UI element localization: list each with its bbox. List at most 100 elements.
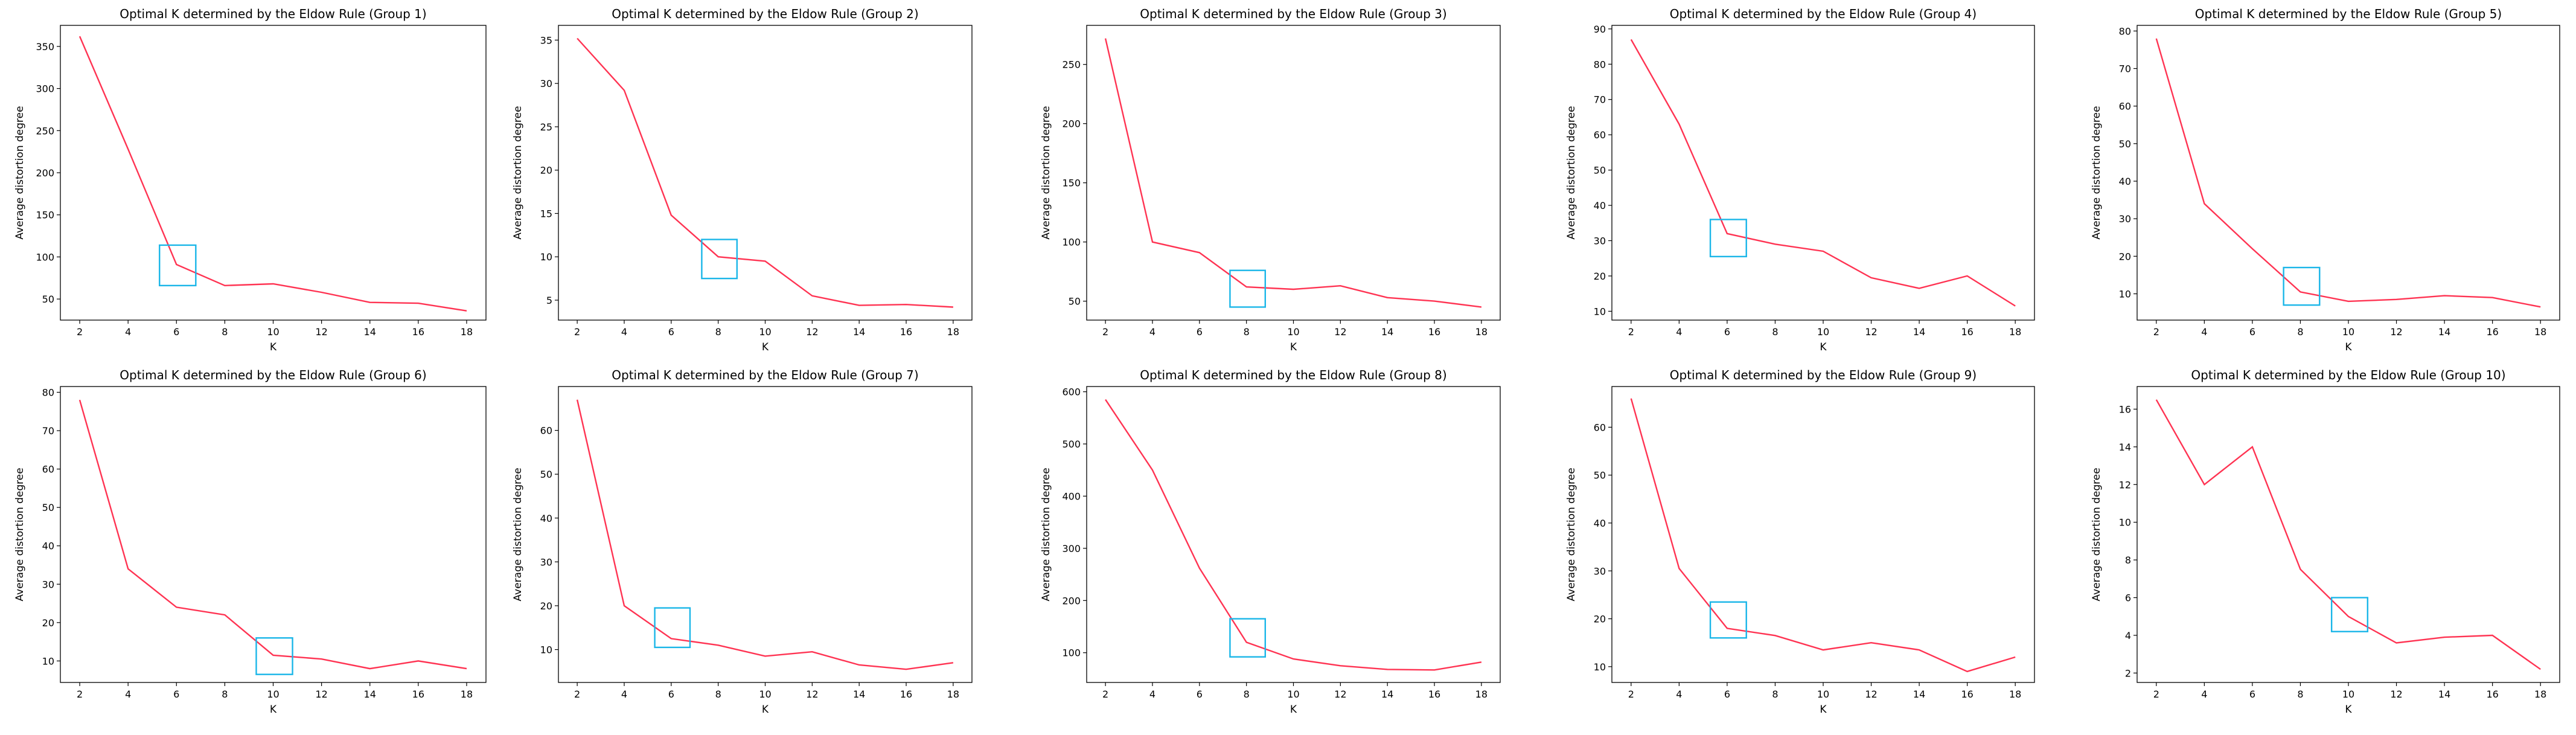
y-tick-label: 10 (540, 251, 552, 263)
x-axis-label: K (2345, 704, 2352, 716)
y-tick-label: 20 (42, 617, 54, 629)
chart-title: Optimal K determined by the Eldow Rule (… (120, 7, 426, 21)
y-tick-label: 60 (1594, 422, 1606, 433)
x-tick-label: 12 (2390, 326, 2402, 338)
y-tick-label: 14 (2119, 441, 2131, 453)
x-tick-label: 6 (668, 688, 674, 700)
x-tick-label: 14 (1913, 688, 1925, 700)
x-tick-label: 10 (1817, 326, 1829, 338)
x-tick-label: 8 (715, 326, 721, 338)
x-tick-label: 6 (1197, 688, 1203, 700)
x-tick-label: 14 (1381, 688, 1393, 700)
x-tick-label: 16 (1428, 688, 1440, 700)
y-tick-label: 60 (2119, 101, 2131, 112)
chart-title: Optimal K determined by the Eldow Rule (… (612, 368, 918, 382)
y-tick-label: 70 (2119, 63, 2131, 74)
x-axis-label: K (1820, 704, 1827, 716)
y-tick-label: 30 (540, 78, 552, 89)
distortion-series-line (1104, 38, 1482, 308)
x-tick-label: 2 (1628, 326, 1634, 338)
optimal-k-highlight-box (2330, 597, 2369, 632)
y-tick-label: 40 (2119, 176, 2131, 187)
chart-title: Optimal K determined by the Eldow Rule (… (2195, 7, 2502, 21)
y-tick-label: 20 (1594, 614, 1606, 625)
x-tick-label: 4 (125, 326, 131, 338)
x-tick-label: 18 (2534, 326, 2546, 338)
plot-frame (1611, 25, 2035, 321)
y-tick-label: 30 (1594, 236, 1606, 247)
y-tick-label: 20 (2119, 251, 2131, 262)
optimal-k-highlight-box (255, 637, 293, 675)
y-tick-label: 40 (42, 541, 54, 552)
x-tick-label: 2 (2153, 326, 2159, 338)
distortion-series-line (78, 36, 467, 312)
y-tick-label: 250 (36, 125, 54, 136)
y-tick-label: 40 (1594, 200, 1606, 211)
y-tick-label: 10 (1594, 306, 1606, 317)
y-tick-label: 35 (540, 34, 552, 46)
x-tick-label: 2 (77, 688, 83, 700)
y-tick-label: 200 (36, 167, 54, 179)
y-axis-label: Average distortion degree (1565, 106, 1577, 239)
plot-frame (1086, 25, 1501, 321)
x-tick-label: 8 (1244, 688, 1250, 700)
optimal-k-highlight-box (701, 239, 738, 280)
optimal-k-highlight-box (654, 607, 691, 649)
y-tick-label: 70 (42, 425, 54, 437)
x-tick-label: 2 (1628, 688, 1634, 700)
x-tick-label: 16 (412, 688, 424, 700)
chart-group-5: Optimal K determined by the Eldow Rule (… (2091, 7, 2560, 353)
y-tick-label: 60 (42, 464, 54, 475)
x-tick-label: 14 (853, 688, 865, 700)
x-tick-label: 18 (1475, 326, 1488, 338)
y-axis-label: Average distortion degree (14, 106, 26, 239)
y-tick-label: 20 (540, 165, 552, 176)
y-tick-label: 8 (2125, 554, 2131, 566)
x-axis-label: K (1290, 704, 1297, 716)
y-axis-label: Average distortion degree (512, 106, 524, 239)
x-tick-label: 14 (2438, 688, 2450, 700)
x-tick-label: 18 (1475, 688, 1488, 700)
x-tick-label: 18 (461, 326, 473, 338)
y-tick-label: 50 (2119, 138, 2131, 150)
x-tick-label: 12 (806, 688, 818, 700)
y-tick-label: 150 (1062, 178, 1081, 189)
x-tick-label: 4 (621, 326, 627, 338)
x-tick-label: 10 (1287, 326, 1299, 338)
y-tick-label: 10 (540, 644, 552, 656)
y-tick-label: 50 (1594, 165, 1606, 176)
x-tick-label: 8 (222, 326, 228, 338)
chart-title: Optimal K determined by the Eldow Rule (… (1140, 368, 1446, 382)
x-tick-label: 18 (2009, 326, 2021, 338)
x-axis-label: K (1290, 341, 1297, 353)
x-tick-label: 14 (1381, 326, 1393, 338)
x-tick-label: 10 (267, 326, 279, 338)
x-tick-label: 10 (1287, 688, 1299, 700)
chart-title: Optimal K determined by the Eldow Rule (… (1670, 368, 1977, 382)
x-axis-label: K (2345, 341, 2352, 353)
x-tick-label: 6 (1724, 688, 1730, 700)
x-tick-label: 12 (1865, 688, 1877, 700)
x-tick-label: 12 (1865, 326, 1877, 338)
y-axis-label: Average distortion degree (1565, 467, 1577, 601)
y-tick-label: 100 (1062, 237, 1081, 248)
y-axis-label: Average distortion degree (2091, 467, 2103, 601)
x-tick-label: 18 (461, 688, 473, 700)
y-tick-label: 2 (2125, 667, 2131, 679)
x-tick-label: 16 (412, 326, 424, 338)
y-tick-label: 50 (540, 469, 552, 480)
x-tick-label: 8 (2297, 326, 2303, 338)
x-tick-label: 10 (759, 326, 771, 338)
chart-group-10: Optimal K determined by the Eldow Rule (… (2091, 368, 2560, 716)
distortion-series-line (78, 399, 467, 670)
plot-frame (60, 25, 487, 321)
x-tick-label: 14 (1913, 326, 1925, 338)
x-tick-label: 18 (947, 688, 959, 700)
optimal-k-highlight-box (1229, 618, 1266, 658)
x-axis-label: K (270, 704, 277, 716)
y-tick-label: 50 (42, 502, 54, 513)
y-axis-label: Average distortion degree (2091, 106, 2103, 239)
optimal-k-highlight-box (2283, 266, 2321, 306)
x-tick-label: 10 (2342, 688, 2354, 700)
y-tick-label: 6 (2125, 592, 2131, 604)
